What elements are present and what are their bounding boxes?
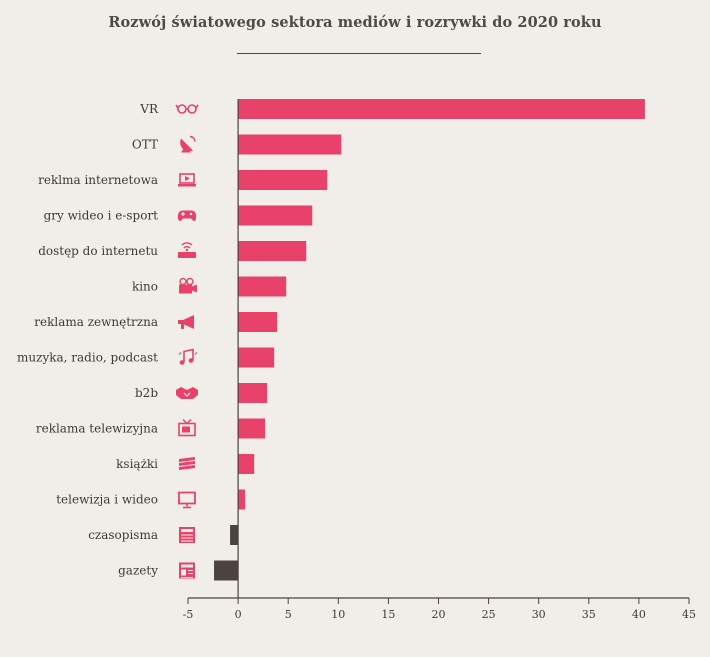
bar (238, 454, 255, 474)
x-tick-label: -5 (183, 608, 194, 621)
x-tick-label: 25 (482, 608, 496, 621)
category-label: OTT (132, 138, 158, 152)
megaphone-icon (178, 315, 194, 329)
category-label: muzyka, radio, podcast (17, 351, 158, 365)
category-label: VR (139, 102, 159, 116)
category-label: kino (132, 280, 158, 294)
television-icon (178, 419, 196, 437)
router-icon (178, 242, 196, 258)
music-notes-icon (178, 348, 198, 365)
newspaper-icon (179, 562, 195, 579)
laptop-play-icon (178, 173, 196, 187)
bar (214, 560, 239, 581)
category-label: czasopisma (88, 528, 158, 542)
books-icon (179, 457, 195, 470)
category-label: reklma internetowa (38, 173, 158, 187)
bar (238, 134, 342, 155)
x-tick-label: 35 (582, 608, 596, 621)
satellite-dish-icon (180, 135, 196, 153)
x-tick-label: 0 (235, 608, 242, 621)
chart-title: Rozwój światowego sektora mediów i rozry… (108, 14, 602, 31)
x-tick-label: 40 (632, 608, 646, 621)
category-label: telewizja i wideo (56, 493, 158, 507)
bar (238, 241, 307, 261)
x-tick-label: 10 (331, 608, 345, 621)
film-camera-icon (179, 277, 197, 294)
bar (238, 99, 645, 119)
x-tick-label: 30 (532, 608, 546, 621)
bar (230, 525, 239, 545)
x-tick-label: 20 (432, 608, 446, 621)
monitor-icon (178, 491, 196, 509)
handshake-icon (176, 387, 198, 399)
category-label: książki (116, 457, 158, 471)
category-label: reklama telewizyjna (36, 422, 158, 436)
title-underline (237, 53, 481, 54)
bar (238, 312, 278, 332)
vr-goggles-icon (175, 104, 199, 114)
bar (238, 489, 246, 510)
bar (238, 205, 313, 226)
category-label: b2b (135, 386, 158, 400)
bar (238, 347, 275, 368)
magazine-icon (179, 527, 195, 543)
x-tick-label: 15 (381, 608, 395, 621)
category-label: gry wideo i e-sport (44, 209, 159, 223)
bar (238, 170, 328, 190)
x-tick-label: 45 (682, 608, 696, 621)
bar (238, 383, 268, 403)
x-tick-label: 5 (285, 608, 292, 621)
category-label: dostęp do internetu (38, 244, 158, 258)
category-label: reklama zewnętrzna (34, 315, 158, 329)
bar (238, 418, 266, 439)
gamepad-icon (177, 210, 197, 221)
bar (238, 276, 287, 297)
category-label: gazety (118, 564, 158, 578)
